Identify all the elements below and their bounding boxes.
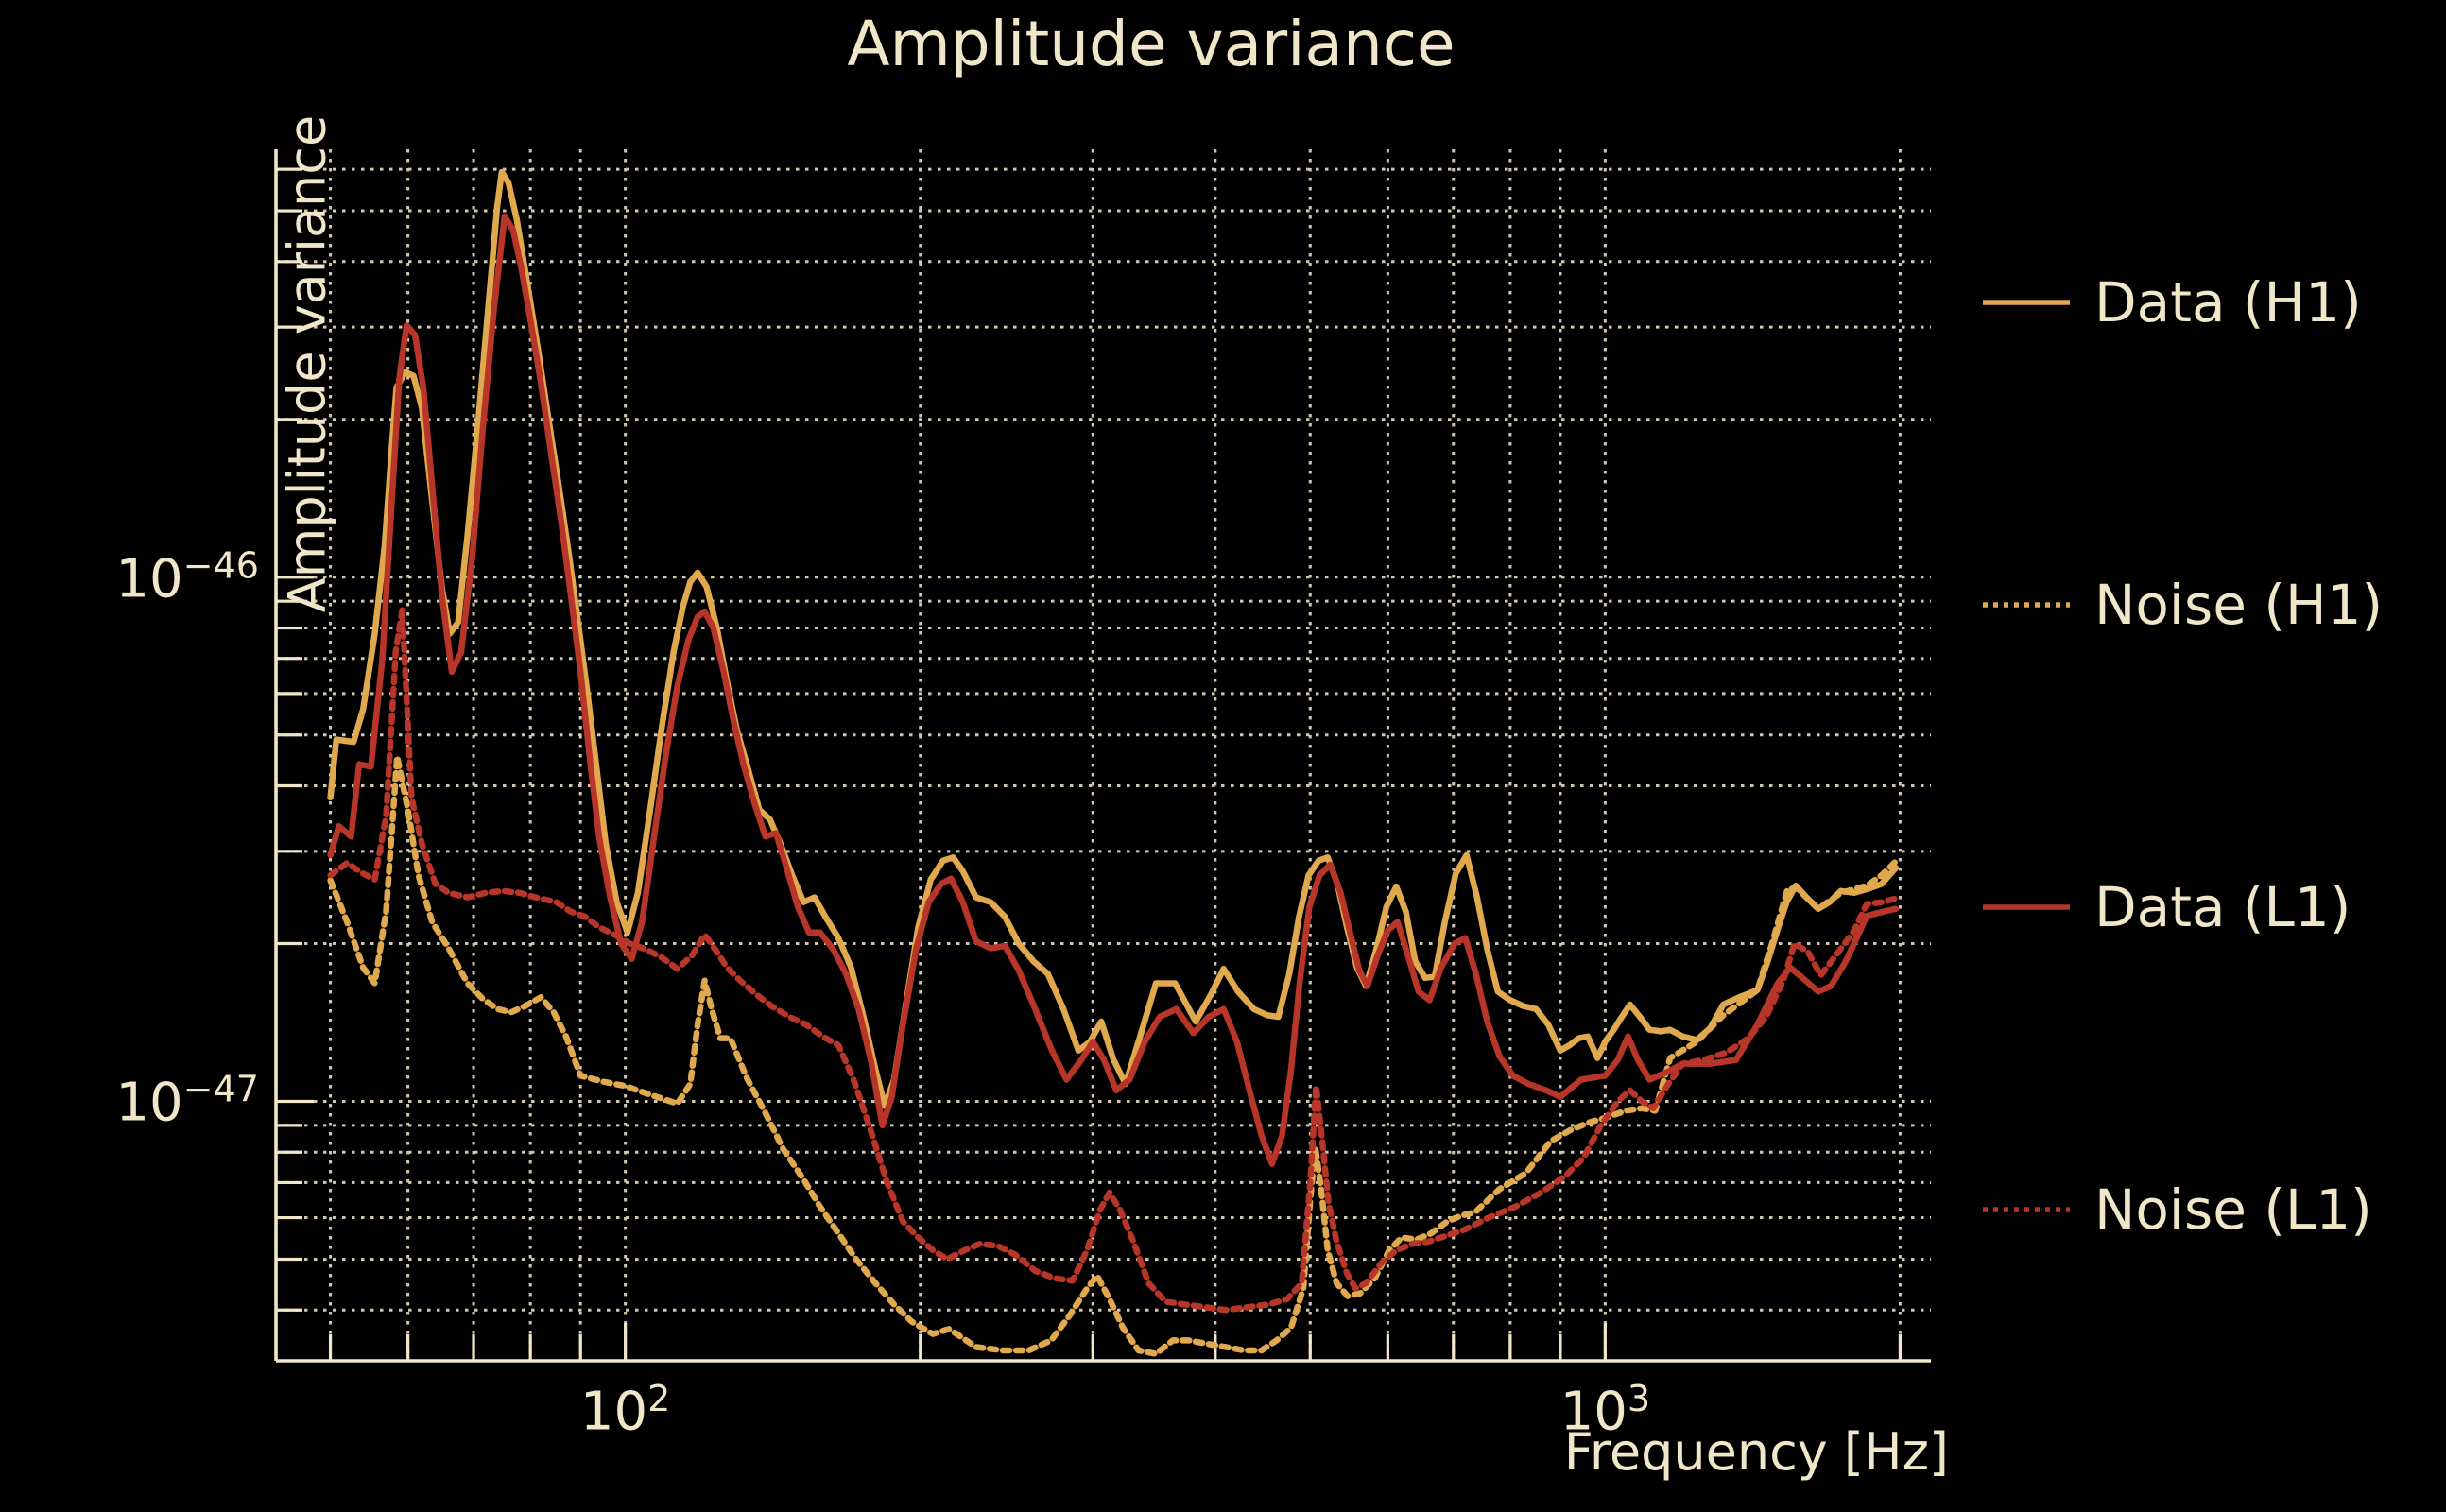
legend-line-data-h1: [1983, 300, 2070, 305]
legend-entry-data-h1: Data (H1): [1983, 270, 2362, 335]
x-tick-label: 102: [579, 1378, 671, 1443]
series-noise-l1: [327, 607, 1900, 1314]
tick-marks: [276, 167, 1903, 1361]
series-data-l1: [327, 213, 1900, 1167]
legend-entry-noise-h1: Noise (H1): [1983, 573, 2383, 637]
legend-entry-noise-l1: Noise (L1): [1983, 1177, 2372, 1242]
axes-spines: [274, 149, 1931, 1363]
chart-title: Amplitude variance: [847, 8, 1456, 80]
legend-label: Noise (H1): [2094, 573, 2384, 637]
x-tick-label: 103: [1559, 1378, 1651, 1443]
legend-label: Noise (L1): [2094, 1177, 2372, 1242]
y-tick-label: 10−47: [115, 1069, 259, 1134]
y-tick-label: 10−46: [115, 544, 259, 610]
series-noise-h1: [327, 753, 1900, 1357]
legend-line-noise-h1: [1983, 602, 2070, 608]
gridlines: [276, 149, 1931, 1361]
series-data-h1: [327, 168, 1900, 1109]
legend-line-data-l1: [1983, 904, 2070, 910]
legend-label: Data (L1): [2094, 875, 2351, 939]
x-axis-label: Frequency [Hz]: [1563, 1422, 1949, 1482]
legend-label: Data (H1): [2094, 270, 2362, 335]
legend-line-noise-l1: [1983, 1207, 2070, 1212]
legend-entry-data-l1: Data (L1): [1983, 875, 2351, 939]
